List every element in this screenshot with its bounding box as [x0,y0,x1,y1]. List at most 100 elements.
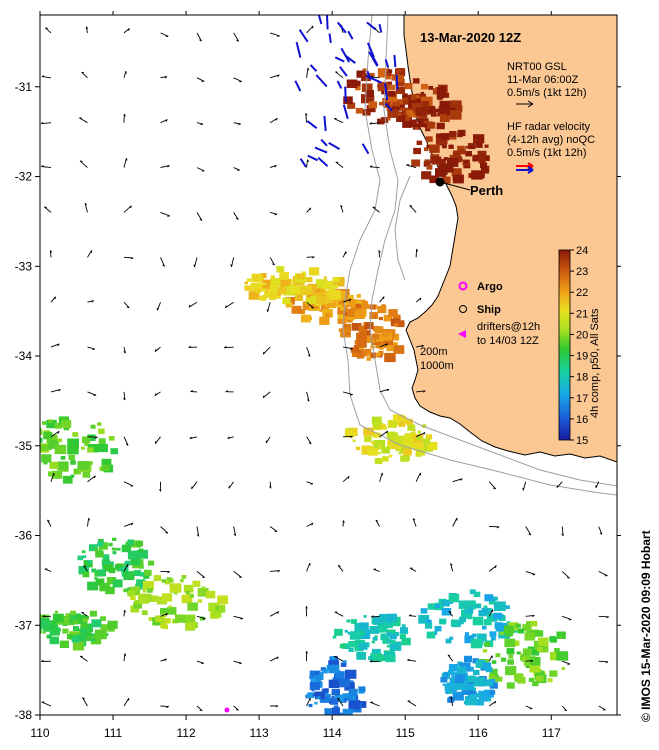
gsl-arrow-head [188,304,191,308]
hf-arrow [298,29,309,43]
gsl-arrow [196,571,205,578]
hf-arrow [314,146,328,154]
drifter-symbol [458,330,466,338]
gsl-arrow [305,113,308,123]
gsl-arrow [233,167,240,171]
legend-drifters-2: to 14/03 12Z [477,335,539,347]
gsl-arrow [488,700,497,707]
gsl-arrow [189,436,198,440]
bathy-1000m-contour [342,15,617,496]
gsl-arrow-head [369,165,373,168]
gsl-arrow [123,563,129,572]
gsl-arrow [450,563,454,572]
hf-arrow [317,15,323,25]
gsl-arrow-head [337,697,340,700]
hf-arrow [384,59,390,68]
gsl-arrow [488,655,493,662]
gsl-arrow-head [236,709,239,711]
gsl-arrow-head [494,700,497,704]
x-tick-label: 117 [542,726,561,740]
gsl-arrow-head [494,565,497,569]
gsl-arrow-head [201,662,204,665]
y-tick-label: -32 [15,170,33,184]
gsl-arrow-head [238,123,241,126]
colorbar-tick-label: 17 [576,393,588,405]
gsl-arrow [375,519,380,527]
gsl-arrow-head [450,563,453,566]
gsl-arrow [50,296,56,303]
colorbar-tick-label: 19 [576,351,588,363]
gsl-arrow-head [312,256,315,259]
gsl-arrow-head [235,217,239,220]
gsl-arrow [306,697,311,707]
gsl-arrow [196,32,202,42]
gsl-arrow [415,297,422,303]
hf-arrow [384,103,393,112]
x-tick-label: 112 [177,726,196,740]
gsl-arrow-head [275,118,278,121]
hf-arrow [306,120,318,129]
gsl-arrow-head [190,389,194,392]
legend-gsl-title: NRT00 GSL [507,61,567,73]
gsl-arrow [488,481,497,490]
gsl-arrow [191,481,198,490]
gsl-arrow-head [561,533,564,537]
legend-gsl-date: 11-Mar 06:00Z [507,74,579,86]
gsl-arrow [154,391,161,397]
gsl-arrow [123,28,130,34]
gsl-arrow [83,565,88,572]
gsl-arrow-head [386,388,390,392]
gsl-arrow-head [450,696,453,700]
gsl-arrow [41,122,52,125]
gsl-arrow-head [599,532,603,535]
x-tick-label: 115 [396,726,415,740]
gsl-arrow-head [92,348,96,351]
gsl-arrow [231,257,235,267]
gsl-arrow-head [409,204,413,207]
gsl-arrow [50,343,60,348]
gsl-arrow [194,257,198,268]
sst-layer [40,68,569,715]
gsl-arrow [262,346,271,355]
gsl-arrow-head [528,533,532,536]
gsl-arrow [160,76,167,79]
gsl-arrow-head [522,487,524,491]
gsl-arrow-head [348,299,352,302]
gsl-arrow [233,212,239,220]
gsl-arrow [343,435,353,438]
gsl-arrow-head [225,390,229,393]
gsl-arrow-head [124,609,126,613]
gsl-arrow-head [44,206,47,208]
legend-hf-title: HF radar velocity [507,121,591,133]
rottnest-shelf [394,175,411,281]
gsl-arrow [160,211,170,217]
gsl-arrow [406,164,417,169]
gsl-arrow [525,660,533,662]
gsl-arrow [196,615,206,620]
gsl-arrow-head [45,27,48,29]
gsl-arrow [595,481,600,488]
gsl-arrow-head [305,606,308,609]
colorbar-tick-label: 23 [576,266,588,278]
gsl-arrow [370,701,380,707]
gsl-arrow [196,167,205,172]
gsl-arrow [452,517,458,527]
gsl-arrow-head [307,67,310,71]
colorbar-label: 4h comp, p50, All Sats [589,308,601,418]
gsl-arrow [44,27,52,34]
gsl-arrow [556,481,563,488]
gsl-arrow [448,611,454,617]
gsl-arrow-head [42,615,45,618]
gsl-arrow [160,612,168,617]
gsl-arrow [224,346,234,349]
gsl-arrow-head [41,75,45,78]
hf-arrow [342,104,349,120]
gsl-arrow-head [369,660,373,663]
city-label: Perth [470,183,503,198]
gsl-arrow [525,705,533,709]
gsl-arrow-head [82,697,85,700]
gsl-arrow [160,32,169,37]
gsl-arrow [488,565,497,572]
gsl-arrow [306,562,311,572]
gsl-arrow [154,346,161,352]
